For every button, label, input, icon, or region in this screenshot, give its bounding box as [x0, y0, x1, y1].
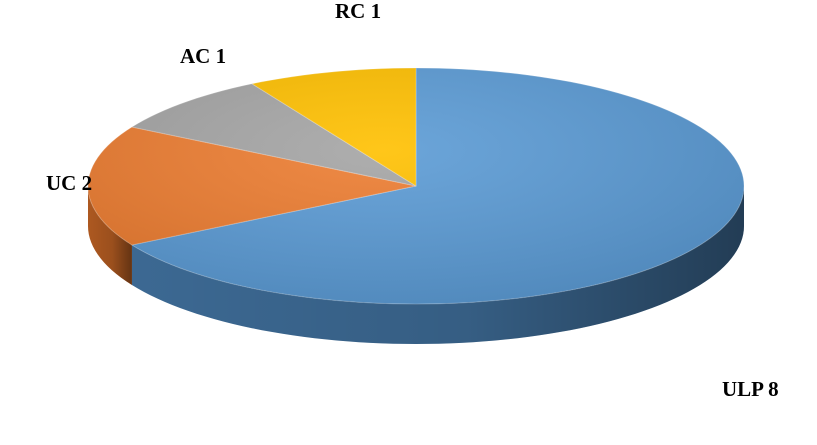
- data-label-ac: AC 1: [180, 44, 226, 68]
- pie-top-shading: [88, 68, 744, 304]
- data-label-ulp: ULP 8: [722, 377, 779, 401]
- data-label-uc: UC 2: [46, 171, 92, 195]
- pie-sides: [88, 186, 744, 344]
- pie-tops: [87, 67, 745, 305]
- data-label-rc: RC 1: [335, 0, 381, 23]
- pie-side-shade-uc: [88, 186, 132, 285]
- pie-side-shade-ulp: [131, 186, 744, 344]
- pie-labels: ULP 8 UC 2 AC 1 RC 1: [46, 0, 779, 401]
